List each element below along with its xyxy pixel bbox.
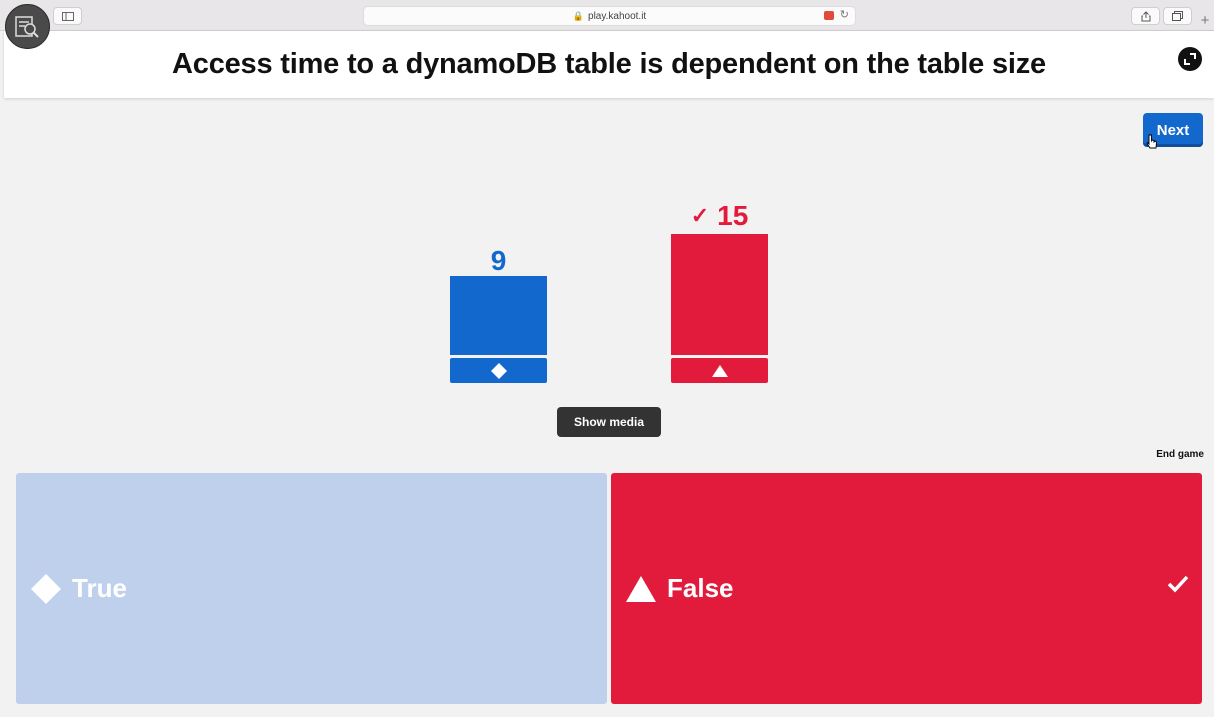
- sidebar-icon: [61, 11, 74, 21]
- share-icon: [1141, 10, 1150, 21]
- screen-recorder-button[interactable]: [5, 4, 50, 49]
- answer-tile-false: False: [611, 473, 1202, 704]
- extension-icon[interactable]: [823, 10, 834, 20]
- plus-icon: +: [1200, 11, 1210, 29]
- next-button[interactable]: Next: [1143, 113, 1203, 147]
- answer-tile-true: True: [16, 473, 607, 704]
- recorder-icon: [14, 15, 39, 38]
- answer-count-true: 9: [490, 245, 507, 276]
- question-header: Access time to a dynamoDB table is depen…: [4, 31, 1214, 98]
- pointer-cursor-icon: [1146, 134, 1157, 149]
- browser-toolbar: 🔒 play.kahoot.it ↻ +: [0, 0, 1214, 31]
- triangle-icon: [623, 571, 659, 607]
- correct-count-wrapper: ✓ 15: [671, 201, 768, 231]
- tabs-icon: [1172, 11, 1183, 21]
- diamond-icon: [28, 571, 64, 607]
- diamond-icon: [490, 362, 507, 379]
- fullscreen-icon: [1184, 53, 1196, 65]
- result-bar-false: [671, 234, 768, 355]
- correct-check-icon: ✓: [690, 203, 710, 228]
- fullscreen-button[interactable]: [1178, 47, 1202, 71]
- result-base-false: [671, 358, 768, 383]
- result-base-true: [450, 358, 547, 383]
- triangle-icon: [711, 364, 728, 377]
- address-url: play.kahoot.it: [588, 10, 647, 22]
- address-bar[interactable]: 🔒 play.kahoot.it ↻: [363, 6, 856, 26]
- lock-icon: 🔒: [572, 10, 585, 21]
- question-title: Access time to a dynamoDB table is depen…: [172, 48, 1046, 80]
- end-game-link[interactable]: End game: [1156, 449, 1204, 460]
- tab-overview-button[interactable]: [1163, 7, 1192, 25]
- answer-label-true: True: [72, 573, 127, 603]
- answer-label-false: False: [667, 573, 734, 603]
- answer-count-false: 15: [717, 200, 749, 231]
- check-icon: [1167, 575, 1189, 593]
- new-tab-button[interactable]: +: [1196, 10, 1214, 30]
- result-bar-true: [450, 276, 547, 355]
- sidebar-toggle-button[interactable]: [53, 7, 82, 25]
- share-button[interactable]: [1131, 7, 1160, 25]
- show-media-button[interactable]: Show media: [557, 407, 661, 437]
- reload-icon[interactable]: ↻: [839, 9, 849, 21]
